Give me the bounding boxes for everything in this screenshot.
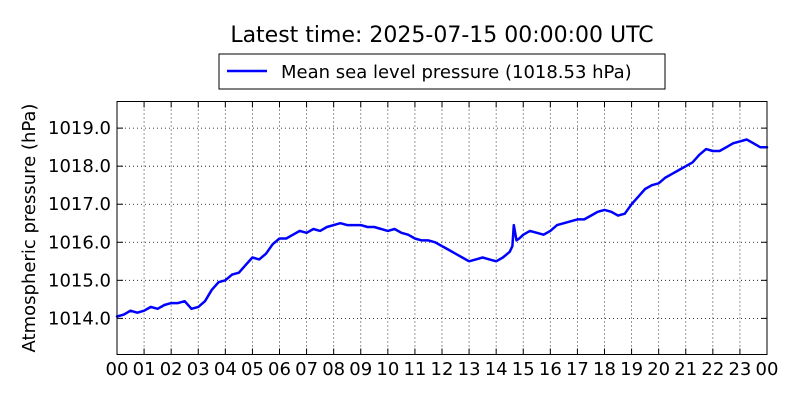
x-tick-label: 10	[376, 359, 399, 380]
y-axis-ticks: 1014.0 1015.0 1016.0 1017.0 1018.0 1019.0	[48, 118, 767, 329]
plot-frame	[116, 101, 768, 355]
x-tick-label: 15	[512, 359, 535, 380]
x-tick-label: 03	[187, 359, 210, 380]
x-tick-label: 17	[566, 359, 589, 380]
grid-lines	[117, 101, 767, 355]
y-tick-label: 1017.0	[48, 194, 111, 215]
legend-box	[218, 53, 666, 90]
chart-title: Latest time: 2025-07-15 00:00:00 UTC	[230, 23, 653, 48]
x-tick-label: 21	[674, 359, 697, 380]
x-tick-label: 00	[756, 359, 779, 380]
x-tick-label: 18	[593, 359, 616, 380]
x-tick-label: 06	[268, 359, 291, 380]
y-tick-label: 1018.0	[48, 156, 111, 177]
x-tick-label: 01	[133, 359, 156, 380]
x-tick-label: 04	[214, 359, 237, 380]
x-tick-label: 02	[160, 359, 183, 380]
y-tick-label: 1015.0	[48, 270, 111, 291]
x-tick-label: 13	[458, 359, 481, 380]
x-tick-label: 14	[485, 359, 508, 380]
x-tick-label: 09	[349, 359, 372, 380]
y-tick-label: 1016.0	[48, 232, 111, 253]
x-tick-label: 07	[295, 359, 318, 380]
x-tick-label: 11	[403, 359, 426, 380]
x-tick-label: 19	[620, 359, 643, 380]
x-tick-label: 00	[106, 359, 129, 380]
y-axis-label: Atmospheric pressure (hPa)	[19, 104, 40, 353]
y-tick-label: 1014.0	[48, 308, 111, 329]
y-tick-label: 1019.0	[48, 118, 111, 139]
x-tick-label: 16	[539, 359, 562, 380]
x-tick-label: 05	[241, 359, 264, 380]
x-tick-label: 20	[647, 359, 670, 380]
x-tick-label: 12	[431, 359, 454, 380]
legend-label: Mean sea level pressure (1018.53 hPa)	[281, 62, 632, 83]
x-tick-label: 22	[701, 359, 724, 380]
series-line-mean-sea-level-pressure	[115, 138, 769, 318]
legend: Mean sea level pressure (1018.53 hPa)	[218, 53, 666, 90]
x-tick-label: 23	[728, 359, 751, 380]
x-tick-label: 08	[322, 359, 345, 380]
